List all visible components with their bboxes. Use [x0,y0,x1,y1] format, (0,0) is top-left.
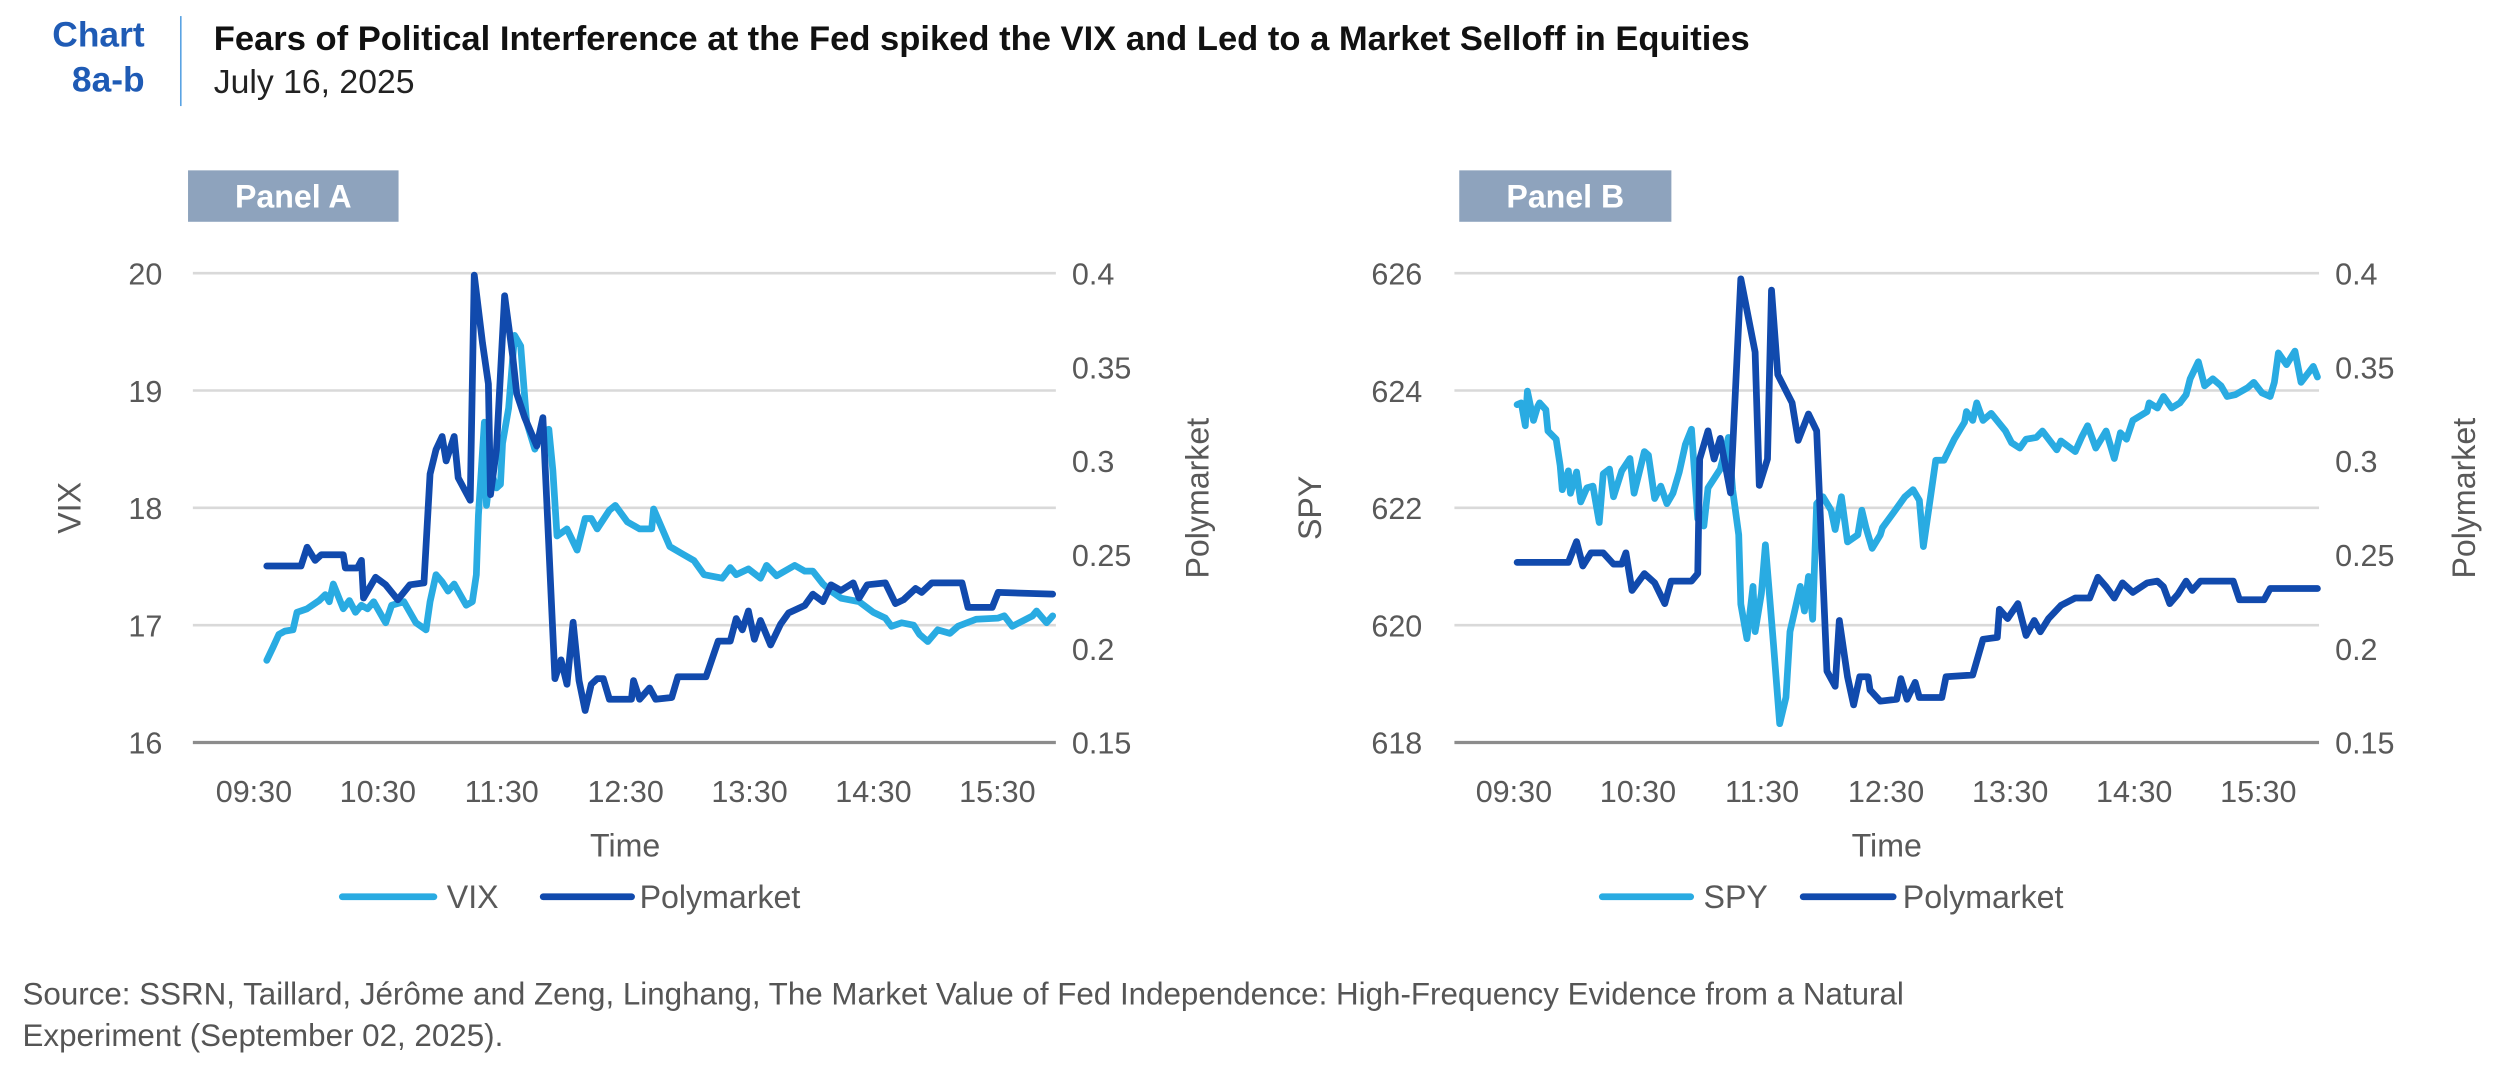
y2-tick-label: 0.35 [2335,351,2394,385]
y-axis-title: VIX [51,482,87,534]
x-tick-label: 11:30 [465,775,539,809]
source-note: Source: SSRN, Taillard, Jérôme and Zeng,… [22,974,1903,1058]
y-tick-label: 19 [128,375,162,409]
series-line-spy [1513,347,2321,728]
y-tick-label: 16 [128,727,162,761]
legend-label-spy: SPY [1704,879,1768,915]
panel-label: Panel B [1506,178,1624,214]
x-axis-title: Time [590,828,660,864]
y-tick-label: 20 [128,257,162,291]
panel-label-box [188,170,399,222]
x-tick-label: 14:30 [2096,775,2172,809]
legend-label-vix: VIX [447,879,499,915]
chart-title: Fears of Political Interference at the F… [213,19,1750,58]
y2-tick-label: 0.25 [2335,539,2394,573]
y-tick-label: 626 [1371,257,1422,291]
y2-axis-title: Polymarket [2446,418,2482,579]
y2-tick-label: 0.4 [2335,257,2377,291]
chart-label-line2: 8a-b [71,59,145,100]
y-axis-title: SPY [1292,476,1328,540]
x-tick-label: 10:30 [1600,775,1676,809]
x-tick-label: 09:30 [1476,775,1552,809]
y2-axis-title: Polymarket [1180,418,1216,579]
x-tick-label: 13:30 [1972,775,2048,809]
y2-tick-label: 0.3 [1072,445,1114,479]
y2-tick-label: 0.15 [2335,727,2394,761]
y-tick-label: 17 [128,609,162,643]
y2-tick-label: 0.2 [1072,633,1114,667]
y-tick-label: 624 [1371,375,1422,409]
panel-a: Panel A 16 17 18 19 20 0.15 0.2 0.25 0.3 0.35 0.4 09… [51,170,1216,915]
y2-tick-label: 0.2 [2335,633,2377,667]
x-tick-label: 12:30 [1848,775,1924,809]
series-line-polymarket [263,271,1057,714]
y2-tick-label: 0.4 [1072,257,1114,291]
y2-tick-label: 0.25 [1072,539,1131,573]
chart-date: July 16, 2025 [213,64,415,102]
legend-label-polymarket: Polymarket [640,879,801,915]
x-tick-label: 12:30 [587,775,663,809]
y2-tick-label: 0.35 [1072,351,1131,385]
y-tick-label: 620 [1371,609,1422,643]
panel-label-box [1459,170,1672,222]
y-tick-label: 618 [1371,727,1422,761]
panel-b: Panel B 618 620 622 624 626 0.15 0.2 0.25 0.3 0.35… [1292,170,2482,915]
legend-label-polymarket: Polymarket [1903,879,2064,915]
y2-tick-label: 0.15 [1072,727,1131,761]
x-tick-label: 14:30 [835,775,911,809]
x-tick-label: 13:30 [711,775,787,809]
source-line-1: Source: SSRN, Taillard, Jérôme and Zeng,… [22,977,1904,1013]
chart-number: Chart 8a-b [52,13,144,103]
panel-label: Panel A [235,178,352,214]
chart-label-line1: Chart [52,14,145,55]
source-line-2: Experiment (September 02, 2025). [22,1018,504,1055]
x-axis-title: Time [1852,828,1922,864]
x-tick-label: 10:30 [340,775,416,809]
x-tick-label: 09:30 [216,775,292,809]
series-line-polymarket [1513,275,2321,709]
y2-tick-label: 0.3 [2335,445,2377,479]
header-divider [179,16,182,107]
series-line-vix [263,332,1057,664]
y-tick-label: 622 [1371,492,1422,526]
y-tick-label: 18 [128,492,162,526]
x-tick-label: 15:30 [2220,775,2296,809]
x-tick-label: 11:30 [1725,775,1799,809]
x-tick-label: 15:30 [959,775,1035,809]
